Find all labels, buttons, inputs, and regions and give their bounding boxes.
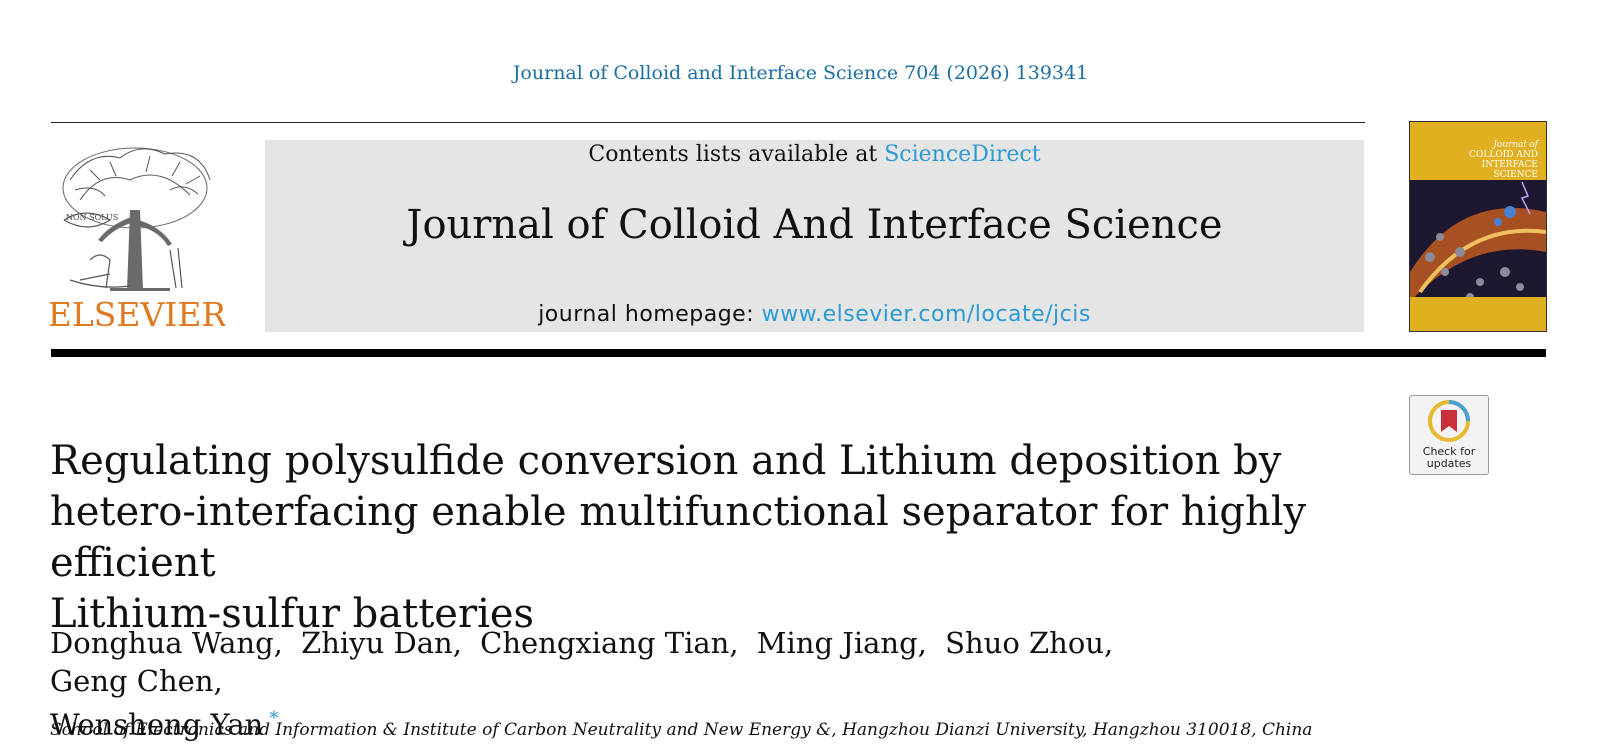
cover-top-band [1410,122,1546,180]
cover-title-line4: SCIENCE [1493,170,1538,180]
elsevier-wordmark: ELSEVIER [50,295,225,332]
journal-homepage-link[interactable]: www.elsevier.com/locate/jcis [761,302,1091,327]
contents-prefix: Contents lists available at [588,142,885,167]
journal-name: Journal of Colloid And Interface Science [406,202,1223,248]
bookmark-ribbon-icon [1428,400,1470,442]
author-separator: , [452,626,462,660]
check-for-updates-button[interactable]: Check for updates [1409,395,1489,475]
article-title-line: Lithium-sulfur batteries [50,591,535,637]
journal-citation-link[interactable]: Journal of Colloid and Interface Science… [512,62,1089,84]
author-separator: , [729,626,739,660]
author-name[interactable]: Donghua Wang [50,626,274,660]
cover-title-line2: COLLOID AND [1469,150,1538,160]
author-affiliation: School of Electronics and Information & … [50,720,1313,740]
cover-title: Journal of COLLOID AND INTERFACE SCIENCE [1469,140,1538,180]
publisher-motto: NON SOLUS [66,213,118,222]
corresponding-author-mark[interactable]: * [269,708,279,729]
author-name[interactable]: Shuo Zhou [945,626,1104,660]
cover-title-line1: Journal of [1493,140,1538,150]
sciencedirect-link[interactable]: ScienceDirect [884,142,1041,167]
author-name[interactable]: Ming Jiang [756,626,918,660]
journal-banner: Contents lists available at ScienceDirec… [265,140,1364,332]
elsevier-logo[interactable]: NON SOLUS ELSEVIER [48,140,227,334]
header-top-rule [51,122,1365,123]
homepage-prefix: journal homepage: [538,302,762,327]
author-name[interactable]: Geng Chen [50,664,214,698]
author-list: Donghua Wang, Zhiyu Dan, Chengxiang Tian… [50,624,1290,744]
article-title-line: Regulating polysulfide conversion and Li… [50,438,1282,484]
journal-cover-image[interactable]: Journal of COLLOID AND INTERFACE SCIENCE [1409,121,1547,332]
header-thick-rule [51,349,1546,357]
author-name[interactable]: Chengxiang Tian [480,626,730,660]
cover-artwork [1410,181,1546,302]
article-title: Regulating polysulfide conversion and Li… [50,436,1370,640]
author-separator: , [273,626,283,660]
cover-footer-band [1410,297,1546,331]
elsevier-tree-icon: NON SOLUS ELSEVIER [48,147,227,334]
author-separator: , [1103,626,1114,660]
check-for-updates-label: Check for updates [1422,445,1476,470]
author-name[interactable]: Zhiyu Dan [301,626,453,660]
article-title-line: hetero-interfacing enable multifunctiona… [50,489,1307,586]
author-name[interactable]: Wensheng Yan [50,707,264,742]
author-separator: , [213,664,223,698]
homepage-line: journal homepage: www.elsevier.com/locat… [265,302,1364,327]
author-separator: , [917,626,927,660]
contents-line: Contents lists available at ScienceDirec… [265,142,1364,167]
cover-title-line3: INTERFACE [1481,160,1538,170]
